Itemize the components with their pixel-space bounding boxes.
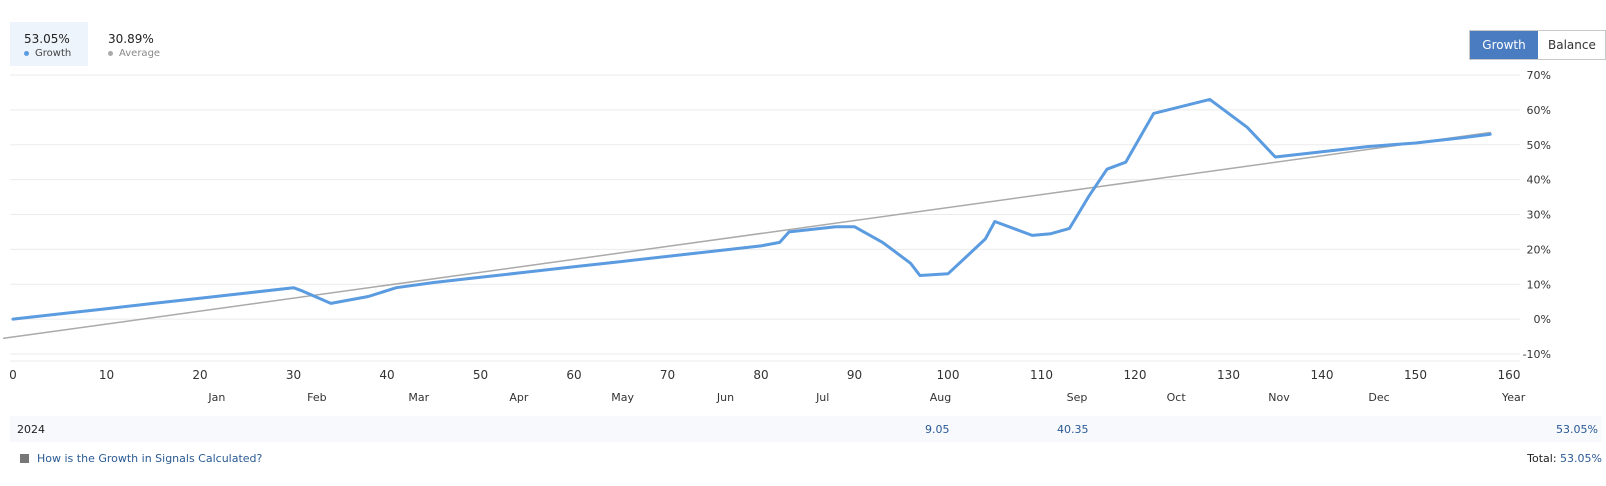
month-label: Mar [408, 391, 429, 404]
x-tick-label: 150 [1404, 368, 1427, 382]
month-label: Jul [815, 391, 829, 404]
legend-average-value: 30.89% [108, 32, 154, 46]
year-value-aug[interactable]: 9.05 [925, 423, 950, 436]
growth-chart: -10% 0% 10% 20% 30% 40% 50% 60% 70% 0 10 20 30 40 50 60… [2, 69, 1551, 404]
month-label: Oct [1167, 391, 1187, 404]
year-label: 2024 [17, 423, 45, 436]
x-tick-label: 60 [566, 368, 581, 382]
series-growth-line [11, 97, 1492, 321]
legend-growth-value: 53.05% [24, 32, 70, 46]
y-tick-label: -10% [1523, 348, 1551, 361]
x-tick-label: 160 [1498, 368, 1521, 382]
growth-calculation-link-text[interactable]: How is the Growth in Signals Calculated? [37, 452, 263, 465]
x-tick-label: 80 [753, 368, 768, 382]
month-label: Nov [1268, 391, 1290, 404]
y-tick-label: 20% [1527, 243, 1551, 256]
month-label: Aug [930, 391, 951, 404]
month-label: Sep [1067, 391, 1088, 404]
x-tick-label: 90 [847, 368, 862, 382]
x-tick-label: 0 [9, 368, 17, 382]
month-label: Year [1501, 391, 1526, 404]
footer-total-value: 53.05% [1560, 452, 1602, 465]
x-tick-label: 70 [660, 368, 675, 382]
x-tick-label: 130 [1217, 368, 1240, 382]
month-label: Jun [716, 391, 734, 404]
y-tick-label: 40% [1527, 174, 1551, 187]
month-label: Jan [207, 391, 225, 404]
y-tick-label: 0% [1534, 313, 1551, 326]
x-tick-label: 140 [1311, 368, 1334, 382]
x-tick-label: 120 [1124, 368, 1147, 382]
y-tick-label: 70% [1527, 69, 1551, 82]
footer-total: Total: 53.05% [1527, 452, 1602, 465]
y-tick-label: 10% [1527, 278, 1551, 291]
year-total-value[interactable]: 53.05% [1556, 423, 1598, 436]
help-icon [20, 454, 29, 463]
legend-average[interactable]: 30.89% Average [94, 22, 174, 66]
average-dot-icon [108, 50, 113, 56]
year-row: 2024 9.05 40.35 53.05% [10, 416, 1602, 442]
growth-dot-icon [24, 50, 29, 56]
growth-calculation-link[interactable]: How is the Growth in Signals Calculated? [20, 452, 262, 465]
chart-mode-toggle: Growth Balance [1469, 30, 1606, 60]
growth-button[interactable]: Growth [1470, 31, 1538, 59]
month-label: Dec [1368, 391, 1389, 404]
y-tick-label: 60% [1527, 104, 1551, 117]
month-label: Apr [509, 391, 529, 404]
x-tick-label: 30 [286, 368, 301, 382]
month-label: Feb [307, 391, 326, 404]
legend-growth[interactable]: 53.05% Growth [10, 22, 88, 66]
y-tick-label: 30% [1527, 209, 1551, 222]
series-average-line [2, 131, 1492, 340]
year-value-sep[interactable]: 40.35 [1057, 423, 1089, 436]
balance-button[interactable]: Balance [1538, 31, 1605, 59]
x-tick-label: 20 [192, 368, 207, 382]
x-tick-label: 110 [1030, 368, 1053, 382]
x-tick-label: 50 [473, 368, 488, 382]
month-label: May [611, 391, 634, 404]
legend-growth-label: Growth [35, 48, 72, 59]
x-tick-label: 10 [99, 368, 114, 382]
legend-average-label: Average [119, 48, 161, 59]
x-tick-label: 100 [937, 368, 960, 382]
y-tick-label: 50% [1527, 139, 1551, 152]
footer-total-label: Total: [1527, 452, 1557, 465]
x-tick-label: 40 [379, 368, 394, 382]
